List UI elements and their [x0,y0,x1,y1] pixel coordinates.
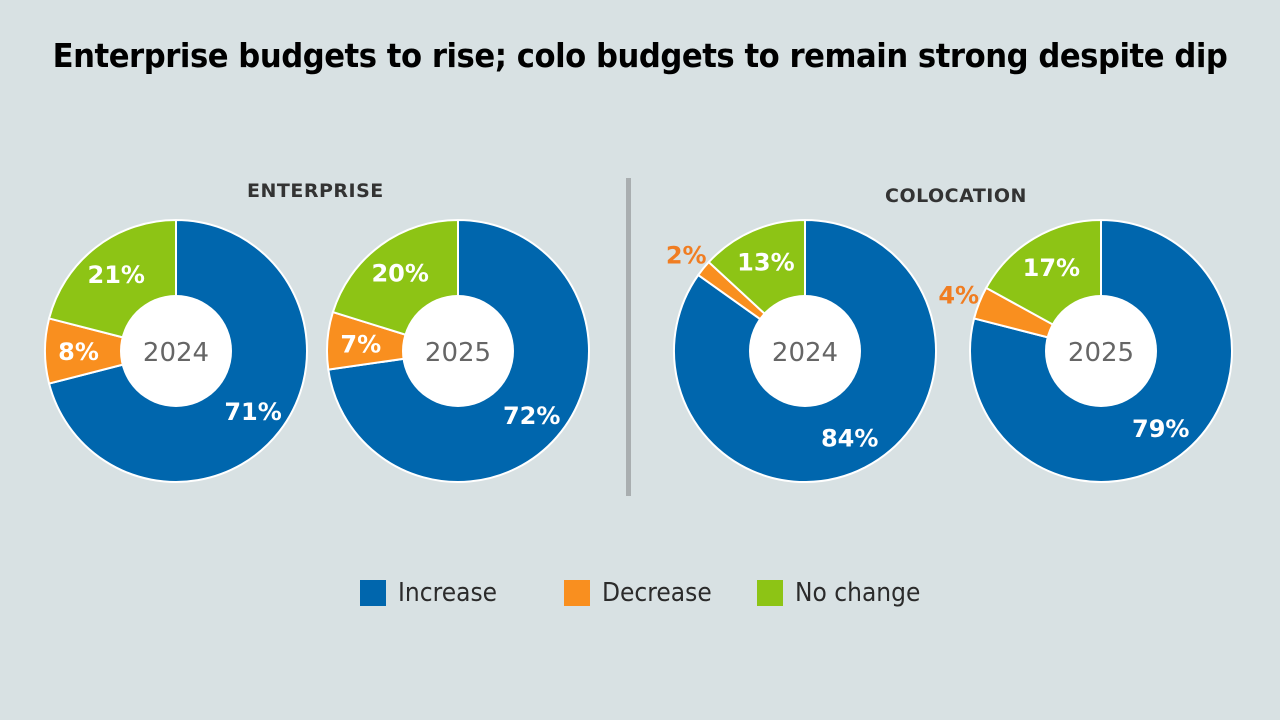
legend-swatch-increase [360,580,386,606]
legend-item-increase: Increase [360,578,508,608]
data-label-increase: 79% [1132,415,1189,443]
data-label-decrease: 8% [58,338,99,366]
data-label-decrease: 4% [938,282,979,310]
donut-hole [749,295,861,407]
data-label-decrease: 7% [340,330,381,358]
data-label-no-change: 13% [737,249,794,277]
legend-label-decrease: Decrease [602,578,712,608]
legend-label-increase: Increase [398,578,498,608]
donut-colocation-2025: 79% 4% 17% 2025 [938,218,1233,483]
data-label-no-change: 17% [1023,254,1080,282]
donut-colocation-2024: 84% 2% 13% 2024 [666,218,937,483]
legend-swatch-decrease [564,580,590,606]
legend-item-decrease: Decrease [564,578,724,608]
donut-hole [120,295,232,407]
data-label-decrease: 2% [666,242,707,270]
data-label-no-change: 20% [371,259,428,287]
section-divider [626,178,631,496]
legend-label-no-change: No change [795,578,921,608]
section-label-enterprise: ENTERPRISE [247,180,384,202]
data-label-increase: 84% [821,425,878,453]
donut-hole [1045,295,1157,407]
donut-hole [402,295,514,407]
donut-enterprise-2024: 71% 8% 21% 2024 [44,218,308,483]
data-label-increase: 71% [224,398,281,426]
legend: Increase Decrease No change [0,578,1280,612]
center-year-label: 2025 [1068,338,1134,368]
center-year-label: 2025 [425,338,491,368]
center-year-label: 2024 [772,338,838,368]
legend-swatch-no-change [757,580,783,606]
center-year-label: 2024 [143,338,209,368]
section-label-colocation: COLOCATION [885,185,1027,207]
data-label-no-change: 21% [88,261,145,289]
legend-item-no-change: No change [757,578,934,608]
chart-title: Enterprise budgets to rise; colo budgets… [52,36,1228,75]
donut-enterprise-2025: 72% 7% 20% 2025 [326,218,590,483]
data-label-increase: 72% [503,402,560,430]
